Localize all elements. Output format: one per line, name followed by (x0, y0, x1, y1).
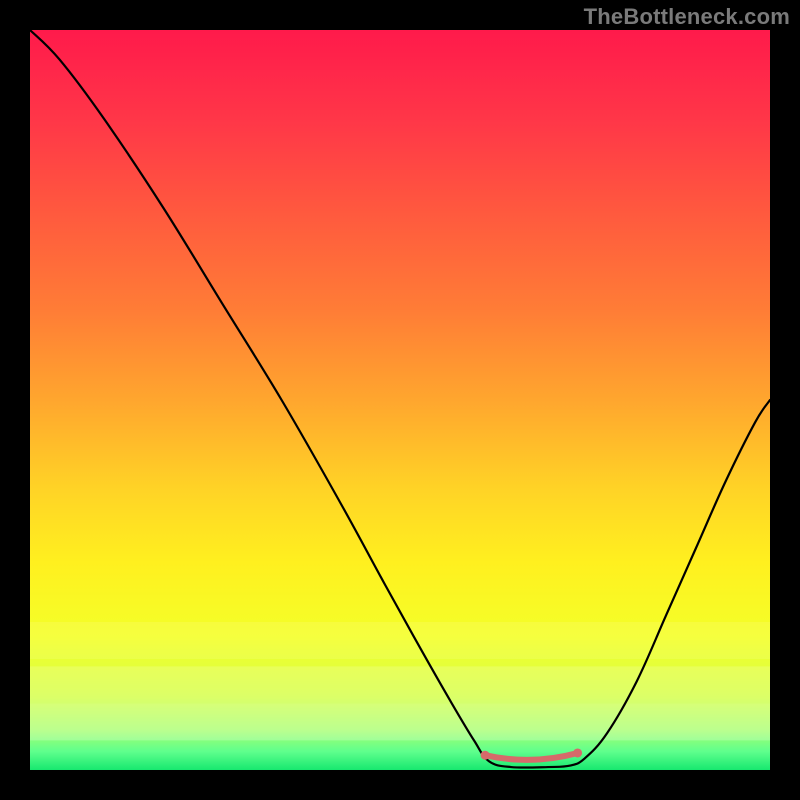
optimal-range-end-dot (573, 748, 582, 757)
watermark-text: TheBottleneck.com (584, 4, 790, 30)
haze-band (30, 622, 770, 659)
optimal-range-start-dot (481, 751, 490, 760)
haze-band (30, 703, 770, 740)
bottleneck-chart (0, 0, 800, 800)
haze-band (30, 666, 770, 703)
